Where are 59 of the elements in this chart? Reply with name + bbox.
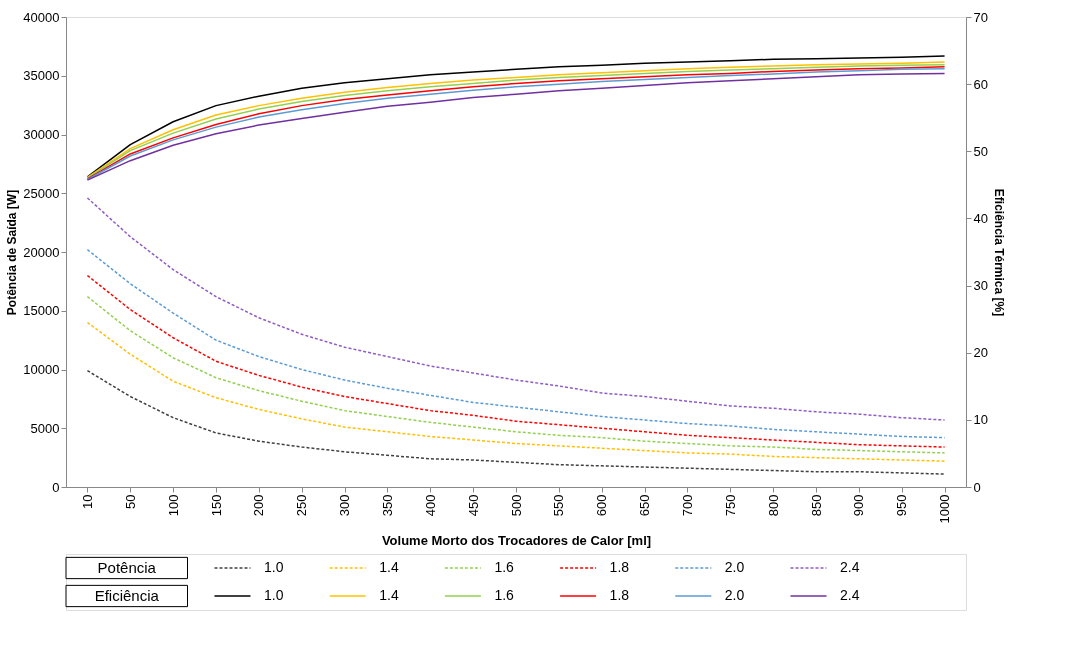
x-tick-label: 650 bbox=[637, 494, 653, 517]
legend-label: 1.6 bbox=[494, 587, 515, 603]
legend-label: 2.4 bbox=[840, 559, 860, 575]
line-series bbox=[86, 369, 946, 475]
y2-tick-label: 70 bbox=[973, 9, 988, 25]
legend-label: 2.4 bbox=[840, 587, 860, 603]
x-tick-label: 50 bbox=[122, 494, 138, 509]
y-tick-label: 25000 bbox=[23, 185, 60, 201]
x-tick-label: 600 bbox=[594, 494, 610, 517]
x-tick-label: 350 bbox=[379, 494, 395, 517]
legend-label: 1.8 bbox=[609, 559, 630, 575]
legend-label: 1.4 bbox=[379, 587, 399, 603]
y-tick-label: 15000 bbox=[23, 303, 60, 319]
x-tick-label: 450 bbox=[465, 494, 481, 517]
x-tick-label: 250 bbox=[294, 494, 310, 517]
x-tick-label: 500 bbox=[508, 494, 524, 517]
x-tick-label: 400 bbox=[422, 494, 438, 517]
x-axis-title: Volume Morto dos Trocadores de Calor [ml] bbox=[381, 533, 652, 549]
legend-label: 1.0 bbox=[264, 559, 284, 575]
y2-tick-label: 40 bbox=[973, 210, 988, 226]
y2-tick-label: 20 bbox=[973, 345, 988, 361]
x-tick-label: 100 bbox=[165, 494, 181, 517]
line-series bbox=[86, 197, 946, 421]
x-tick-label: 200 bbox=[251, 494, 267, 517]
line-series bbox=[86, 321, 946, 462]
y-tick-label: 20000 bbox=[23, 244, 60, 260]
x-tick-label: 950 bbox=[894, 494, 910, 517]
y2-axis-title: Eficiência Térmica [%] bbox=[991, 188, 1006, 317]
y-tick-label: 10000 bbox=[23, 362, 60, 377]
x-tick-label: 700 bbox=[679, 494, 695, 517]
text: Potência bbox=[97, 559, 157, 576]
y-tick-label: 30000 bbox=[23, 127, 60, 142]
y2-tick-label: 30 bbox=[973, 278, 988, 294]
legend-label: 1.0 bbox=[264, 587, 284, 603]
y2-tick-label: 60 bbox=[973, 76, 988, 92]
y2-tick-label: 50 bbox=[973, 143, 988, 159]
x-tick-label: 300 bbox=[337, 494, 353, 517]
legend-label: 2.0 bbox=[724, 587, 745, 603]
x-tick-label: 900 bbox=[851, 494, 867, 517]
text: Eficiência bbox=[94, 587, 160, 604]
y2-tick-label: 0 bbox=[973, 479, 981, 495]
legend-label: 1.4 bbox=[379, 559, 399, 575]
y-tick-label: 40000 bbox=[23, 9, 60, 25]
y-axis-title: Potência de Saída [W] bbox=[5, 189, 20, 316]
legend-label: 1.6 bbox=[494, 559, 515, 575]
y-tick-label: 5000 bbox=[30, 420, 60, 436]
legend-label: 2.0 bbox=[724, 559, 745, 575]
x-tick-label: 10 bbox=[79, 494, 95, 509]
y2-tick-label: 10 bbox=[973, 412, 988, 428]
legend-label: 1.8 bbox=[609, 587, 630, 603]
y-tick-label: 0 bbox=[52, 479, 60, 495]
x-tick-label: 800 bbox=[765, 494, 781, 517]
y-tick-label: 35000 bbox=[23, 68, 60, 84]
x-tick-label: 550 bbox=[551, 494, 567, 517]
x-tick-label: 850 bbox=[808, 494, 824, 517]
x-tick-label: 150 bbox=[208, 494, 224, 517]
x-tick-label: 750 bbox=[722, 494, 738, 517]
x-tick-label: 1000 bbox=[937, 494, 953, 524]
line-series bbox=[86, 248, 946, 439]
